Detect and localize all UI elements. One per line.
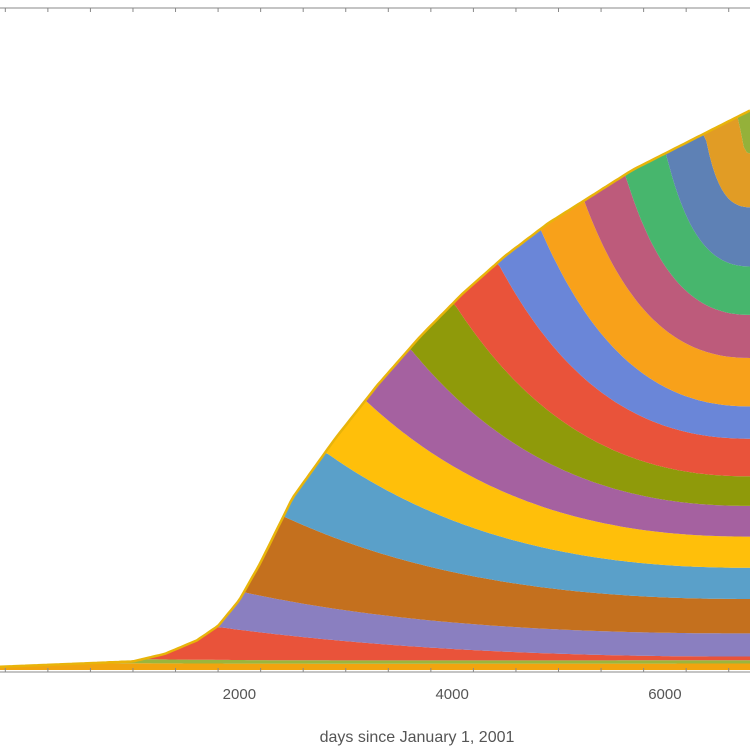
x-tick-label-2000: 2000 [223, 686, 256, 703]
plot-frame [0, 7, 750, 673]
area-band-11 [0, 229, 750, 667]
area-bands [0, 110, 750, 670]
area-band-1 [0, 663, 750, 670]
area-band-4 [0, 592, 750, 667]
area-band-6 [0, 452, 750, 667]
x-axis-title: days since January 1, 2001 [320, 729, 515, 746]
area-band-8 [0, 348, 750, 667]
x-tick-label-6000: 6000 [648, 686, 681, 703]
area-band-3 [0, 627, 750, 667]
area-band-2 [0, 659, 750, 667]
axis-ticks: 2000 4000 6000 [4, 8, 730, 703]
x-tick-label-4000: 4000 [435, 686, 468, 703]
area-band-10 [0, 263, 750, 667]
cumulative-outline [0, 109, 750, 669]
area-band-14 [0, 153, 750, 667]
area-band-7 [0, 400, 750, 667]
area-band-5 [0, 516, 750, 667]
